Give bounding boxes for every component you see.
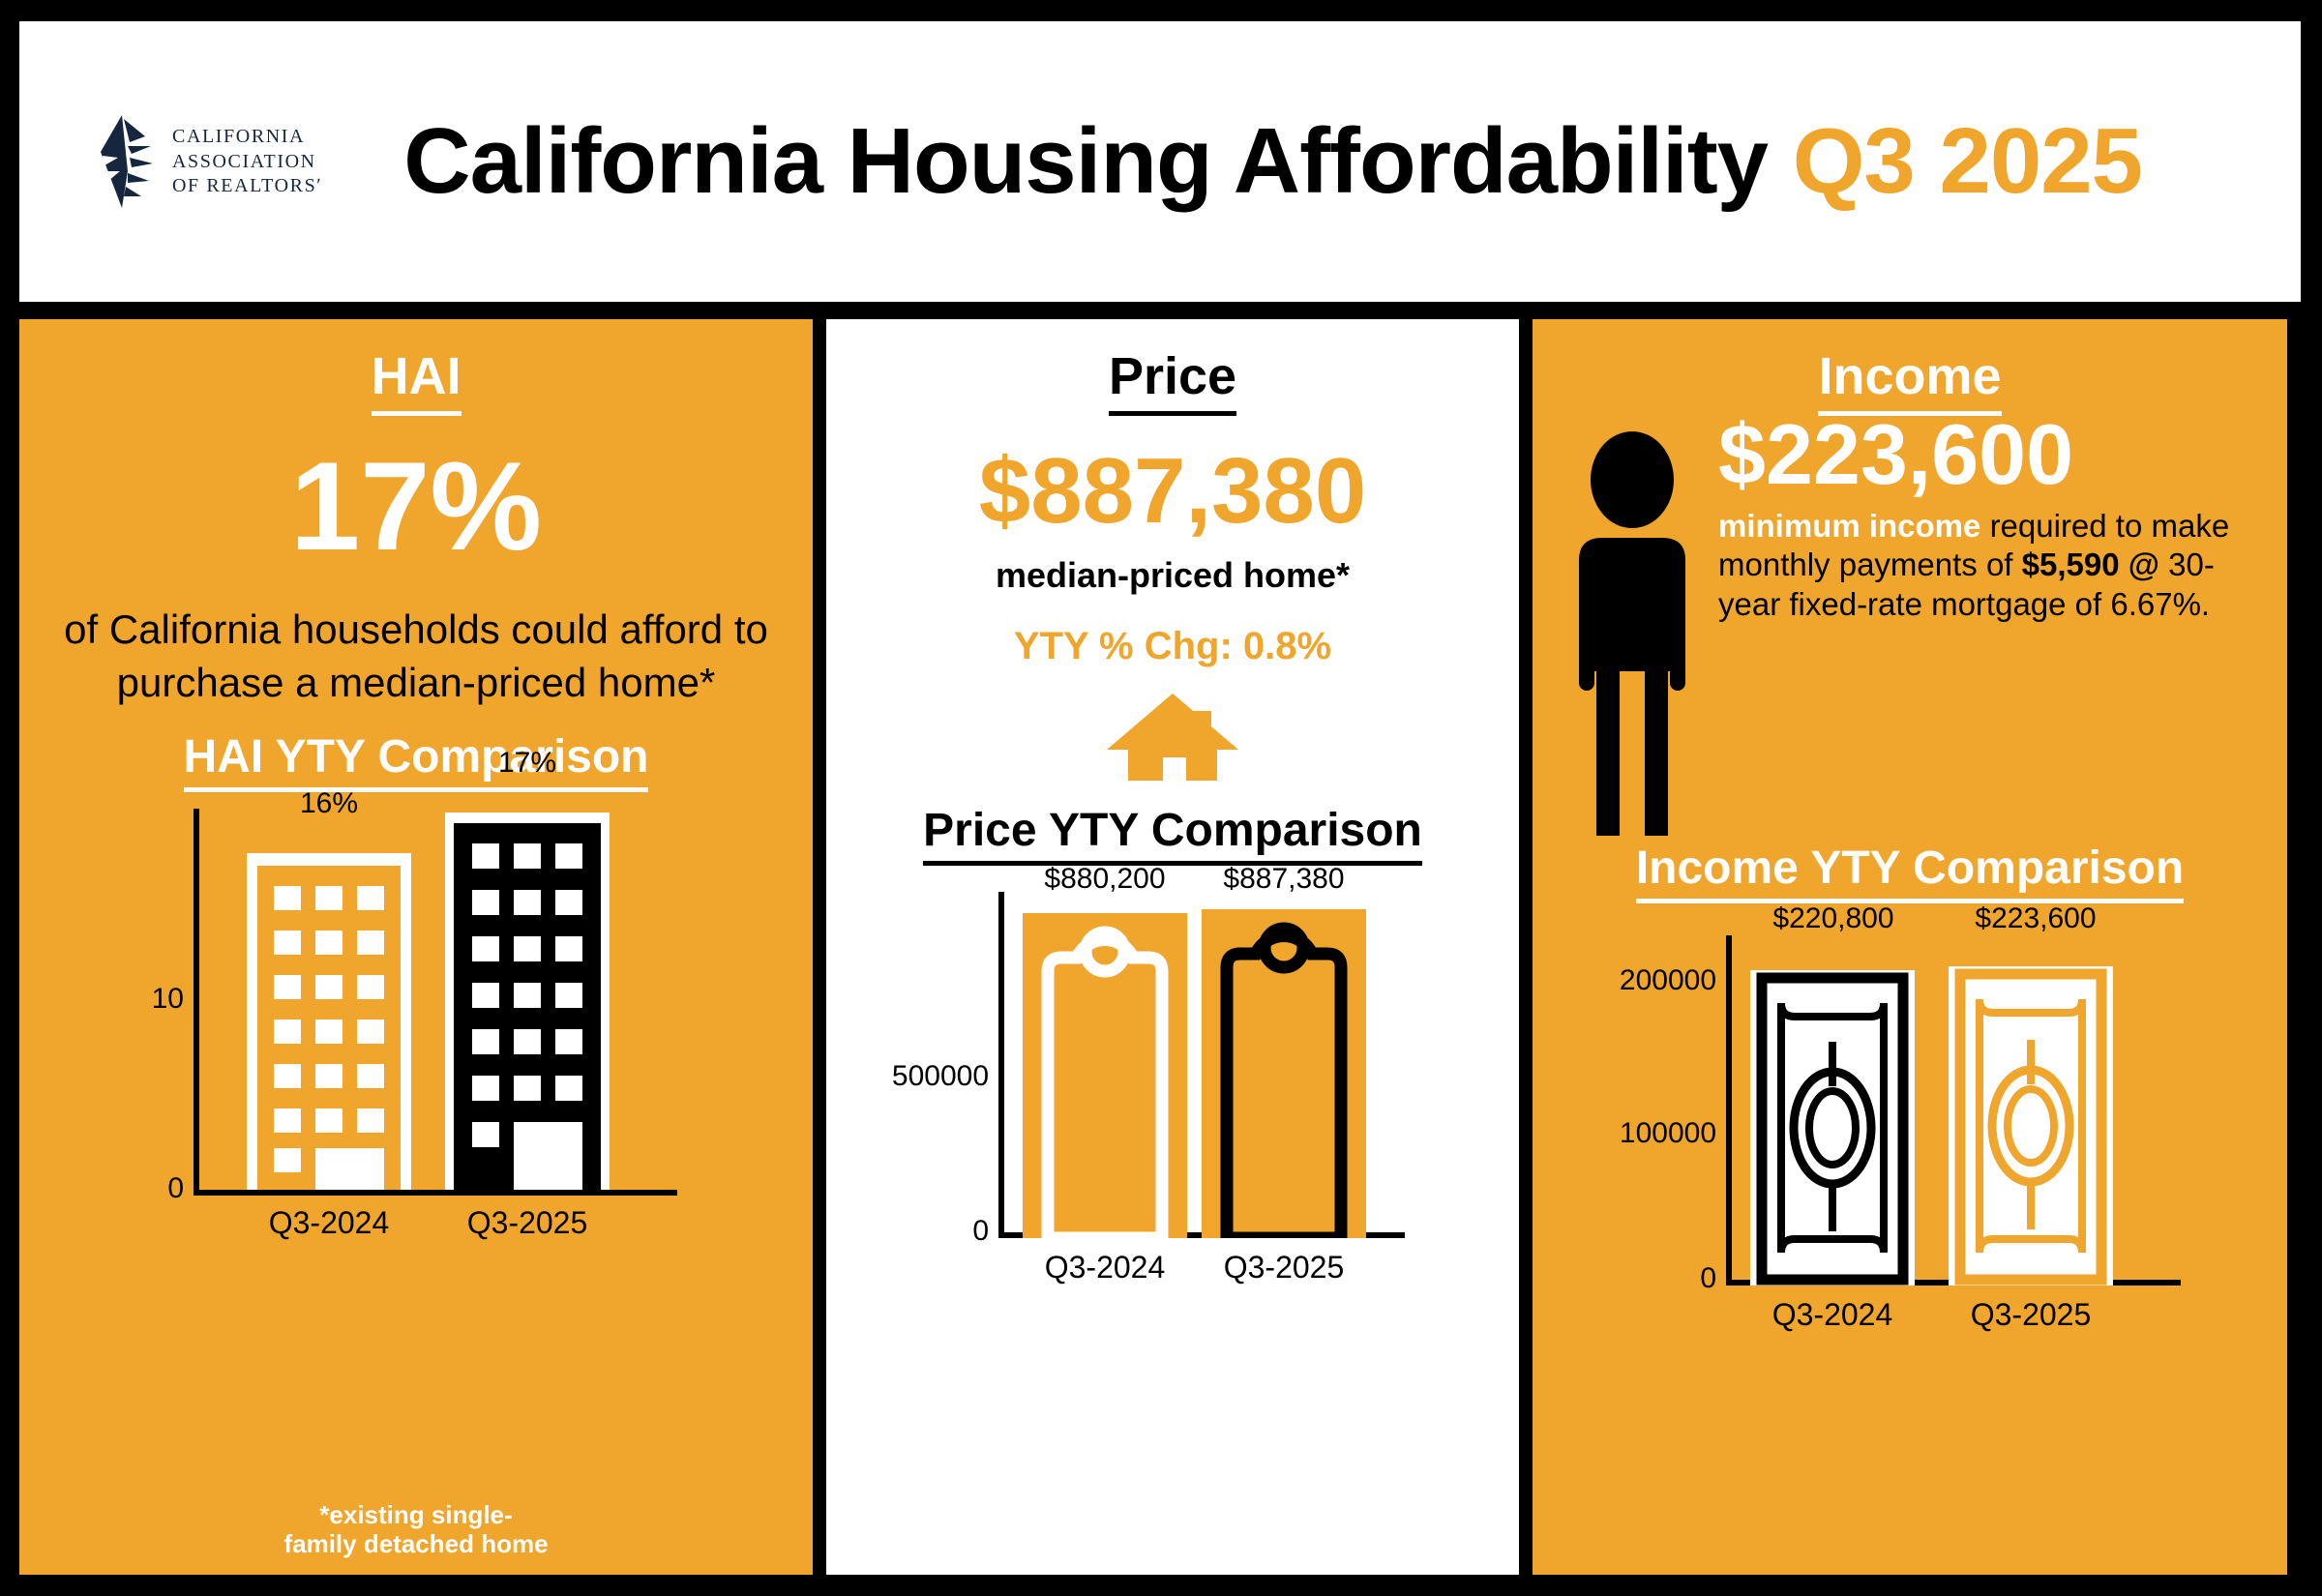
- logo-line-2: ASSOCIATION: [172, 150, 316, 172]
- person-icon: [1579, 431, 1685, 836]
- title-quarter: Q3 2025: [1792, 109, 2143, 213]
- hai-footnote: *existing single- family detached home: [19, 1500, 813, 1559]
- income-desc-part2: 30-year fixed-rate mortgage of 6.67%.: [1718, 547, 2215, 622]
- logo-line-3: OF REALTORSʹ: [172, 175, 323, 197]
- hai-xlabel-2024: Q3-2024: [268, 1205, 390, 1241]
- hai-ytick-10: 10: [151, 983, 184, 1016]
- hai-panel: HAI 17% of California households could a…: [19, 319, 813, 1575]
- logo-line-1: CALIFORNIA: [172, 126, 306, 148]
- hai-chart-title: HAI YTY Comparison: [19, 730, 813, 793]
- hai-value-label-2025: 17%: [497, 747, 557, 780]
- price-tag-icon-2024: [1023, 913, 1187, 1245]
- income-text-block: $223,600 minimum income required to make…: [1718, 412, 2264, 624]
- hai-description: of California households could afford to…: [64, 606, 768, 705]
- income-ytick-100000: 100000: [1619, 1117, 1716, 1149]
- hai-footnote-line2: family detached home: [283, 1529, 549, 1559]
- header-bar: CALIFORNIA ASSOCIATION OF REALTORSʹ Cali…: [19, 21, 2301, 302]
- panel-divider-1: [813, 319, 826, 1575]
- building-icon-2025: [445, 813, 610, 1191]
- hai-bar-2025: [445, 813, 610, 1191]
- hai-heading-text: HAI: [371, 347, 461, 416]
- price-chart-title: Price YTY Comparison: [826, 804, 1519, 866]
- hai-chart-title-text: HAI YTY Comparison: [183, 731, 649, 793]
- price-chart-title-text: Price YTY Comparison: [923, 805, 1422, 866]
- price-ytick-0: 0: [972, 1215, 989, 1247]
- hai-stat: 17%: [289, 435, 543, 576]
- price-y-axis: [998, 892, 1004, 1238]
- price-value-label-2024: $880,200: [1044, 863, 1166, 895]
- income-heading: Income: [1533, 319, 2287, 416]
- price-bar-2025: [1202, 909, 1366, 1245]
- price-heading-text: Price: [1108, 347, 1237, 416]
- income-chart-title: Income YTY Comparison: [1533, 842, 2287, 903]
- price-value-label-2025: $887,380: [1223, 863, 1345, 895]
- price-tag-icon-2025: [1202, 909, 1366, 1245]
- price-heading: Price: [826, 319, 1519, 416]
- panel-divider-2: [1519, 319, 1533, 1575]
- banknote-icon-2025: [1949, 966, 2113, 1286]
- hai-bar-2024: [247, 853, 411, 1191]
- income-chart-title-text: Income YTY Comparison: [1635, 842, 2185, 903]
- hai-y-axis: [194, 809, 199, 1197]
- income-bar-2025: [1949, 966, 2113, 1286]
- car-logo: CALIFORNIA ASSOCIATION OF REALTORSʹ: [85, 113, 322, 210]
- income-panel: Income $223,600 minimum income required …: [1533, 319, 2287, 1575]
- income-desc-bold: $5,590 @: [2021, 547, 2169, 583]
- hai-value-label-2024: 16%: [299, 787, 359, 820]
- income-desc-part1: required to make monthly payments of: [1718, 508, 2230, 583]
- hai-chart: 10 0 16%: [87, 747, 745, 1244]
- car-logo-text: CALIFORNIA ASSOCIATION OF REALTORSʹ: [172, 126, 322, 196]
- income-value-label-2024: $220,800: [1772, 902, 1894, 934]
- car-logo-mark: [101, 115, 153, 208]
- price-ytick-500000: 500000: [891, 1060, 989, 1092]
- income-y-axis: [1726, 935, 1732, 1286]
- income-value-label-2025: $223,600: [1975, 902, 2097, 934]
- price-yty-change: YTY % Chg: 0.8%: [1013, 625, 1332, 667]
- page-title: California Housing Affordability Q3 2025: [283, 108, 2262, 215]
- price-stat: $887,380: [978, 439, 1367, 543]
- panels-row: HAI 17% of California households could a…: [19, 319, 2301, 1575]
- income-description: minimum income required to make monthly …: [1718, 507, 2264, 624]
- income-desc-white: minimum income: [1718, 508, 1981, 544]
- hai-heading: HAI: [19, 319, 813, 416]
- price-xlabel-2024: Q3-2024: [1044, 1250, 1166, 1285]
- income-summary: $223,600 minimum income required to make…: [1533, 406, 2287, 836]
- building-icon-2024: [247, 853, 411, 1191]
- price-subtitle: median-priced home*: [995, 555, 1351, 595]
- income-xlabel-2025: Q3-2025: [1970, 1297, 2092, 1332]
- house-icon: [1107, 694, 1238, 781]
- hai-footnote-line1: *existing single-: [319, 1500, 513, 1530]
- hai-xlabel-2025: Q3-2025: [466, 1205, 588, 1241]
- price-xlabel-2025: Q3-2025: [1223, 1250, 1345, 1285]
- income-stat: $223,600: [1718, 406, 2074, 502]
- hai-x-axis: [194, 1190, 677, 1197]
- title-main: California Housing Affordability: [403, 109, 1769, 213]
- income-ytick-0: 0: [1700, 1262, 1716, 1294]
- income-bar-2024: [1750, 970, 1915, 1286]
- income-chart: 200000 100000 0 $220,800 $223,600: [1552, 902, 2268, 1334]
- price-panel: Price $887,380 median-priced home* YTY %…: [826, 319, 1519, 1575]
- hai-ytick-0: 0: [167, 1172, 184, 1205]
- income-heading-text: Income: [1818, 347, 2002, 416]
- banknote-icon-2024: [1750, 970, 1915, 1286]
- income-ytick-200000: 200000: [1619, 964, 1716, 996]
- price-bar-2024: [1023, 913, 1187, 1245]
- price-chart: 500000 0 $880,200 $887,380: [853, 863, 1492, 1285]
- income-xlabel-2024: Q3-2024: [1771, 1297, 1893, 1332]
